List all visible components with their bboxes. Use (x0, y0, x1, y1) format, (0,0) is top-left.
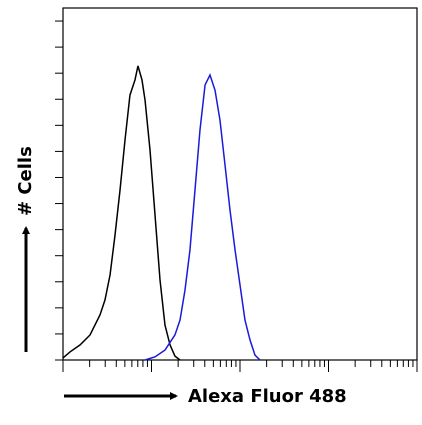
histogram-line (62, 65, 181, 361)
x-axis-label: Alexa Fluor 488 (188, 386, 347, 407)
y-axis-label: # Cells (15, 146, 36, 216)
plot-frame (62, 7, 418, 361)
histogram-line (144, 73, 261, 361)
